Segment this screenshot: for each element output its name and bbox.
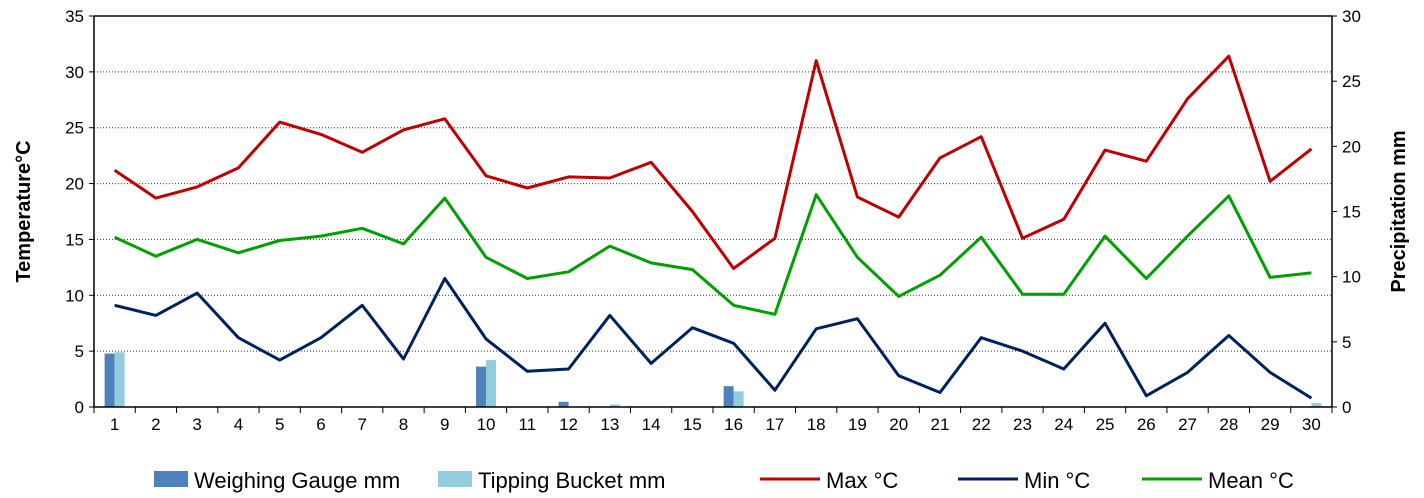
- legend: Weighing Gauge mm Tipping Bucket mm Max °C…: [154, 468, 1294, 493]
- x-tick-label: 6: [316, 415, 325, 434]
- x-tick-label: 14: [642, 415, 661, 434]
- x-tick-label: 15: [683, 415, 702, 434]
- precipitation-bars: [105, 352, 1322, 407]
- x-tick-label: 4: [234, 415, 243, 434]
- x-tick-label: 11: [518, 415, 536, 434]
- line-min-c: [115, 279, 1312, 399]
- x-tick-label: 24: [1054, 415, 1073, 434]
- y-left-tick-label: 0: [75, 398, 84, 417]
- x-tick-label: 17: [765, 415, 784, 434]
- line-mean-c: [115, 195, 1312, 315]
- legend-label-weighing-gauge-mm: Weighing Gauge mm: [194, 468, 400, 493]
- x-tick-label: 19: [848, 415, 867, 434]
- y-right-tick-label: 15: [1342, 203, 1361, 222]
- x-tick-label: 21: [931, 415, 950, 434]
- y-left-tick-label: 5: [75, 342, 84, 361]
- y-left-tick-label: 25: [65, 119, 84, 138]
- x-tick-label: 28: [1219, 415, 1238, 434]
- x-tick-label: 23: [1013, 415, 1032, 434]
- y-right-tick-label: 25: [1342, 72, 1361, 91]
- x-tick-label: 1: [110, 415, 119, 434]
- gridlines: [94, 16, 1332, 351]
- bar-tipping-bucket-mm-1: [115, 352, 125, 407]
- x-tick-label: 10: [477, 415, 496, 434]
- legend-label-mean-c: Mean °C: [1208, 468, 1294, 493]
- x-tick-label: 5: [275, 415, 284, 434]
- y-left-tick-label: 15: [65, 230, 84, 249]
- y-left-tick-label: 35: [65, 7, 84, 26]
- bar-tipping-bucket-mm-10: [486, 360, 496, 407]
- y-right-tick-label: 0: [1342, 398, 1351, 417]
- y-left-tick-label: 30: [65, 63, 84, 82]
- x-tick-label: 30: [1302, 415, 1321, 434]
- x-tick-label: 26: [1137, 415, 1156, 434]
- x-tick-label: 16: [724, 415, 743, 434]
- x-tick-label: 3: [192, 415, 201, 434]
- bar-weighing-gauge-mm-16: [724, 386, 734, 407]
- line-max-c: [115, 56, 1312, 268]
- x-tick-label: 22: [972, 415, 991, 434]
- bar-weighing-gauge-mm-12: [559, 402, 569, 407]
- x-tick-label: 7: [357, 415, 366, 434]
- legend-label-min-c: Min °C: [1024, 468, 1090, 493]
- y-left-tick-label: 20: [65, 175, 84, 194]
- bar-tipping-bucket-mm-16: [734, 391, 744, 407]
- legend-label-tipping-bucket-mm: Tipping Bucket mm: [478, 468, 665, 493]
- bar-weighing-gauge-mm-10: [476, 367, 486, 407]
- y-right-tick-label: 20: [1342, 137, 1361, 156]
- x-tick-label: 8: [399, 415, 408, 434]
- y-left-axis-title: Temperature°C: [13, 140, 35, 282]
- x-tick-label: 20: [889, 415, 908, 434]
- y-right-tick-label: 5: [1342, 333, 1351, 352]
- x-tick-label: 25: [1096, 415, 1115, 434]
- y-right-axis-title: Precipitation mm: [1388, 130, 1410, 292]
- x-tick-label: 27: [1178, 415, 1197, 434]
- x-tick-label: 2: [151, 415, 160, 434]
- x-tick-label: 18: [807, 415, 826, 434]
- legend-swatch-tipping-bucket-mm: [438, 471, 472, 487]
- x-tick-label: 12: [559, 415, 578, 434]
- legend-label-max-c: Max °C: [826, 468, 898, 493]
- y-right-tick-label: 30: [1342, 7, 1361, 26]
- temperature-lines: [115, 56, 1312, 398]
- x-tick-label: 9: [440, 415, 449, 434]
- bar-weighing-gauge-mm-1: [105, 354, 115, 407]
- y-left-tick-label: 10: [65, 286, 84, 305]
- y-right-tick-label: 10: [1342, 268, 1361, 287]
- legend-swatch-weighing-gauge-mm: [154, 471, 188, 487]
- x-tick-label: 29: [1261, 415, 1280, 434]
- x-tick-label: 13: [600, 415, 619, 434]
